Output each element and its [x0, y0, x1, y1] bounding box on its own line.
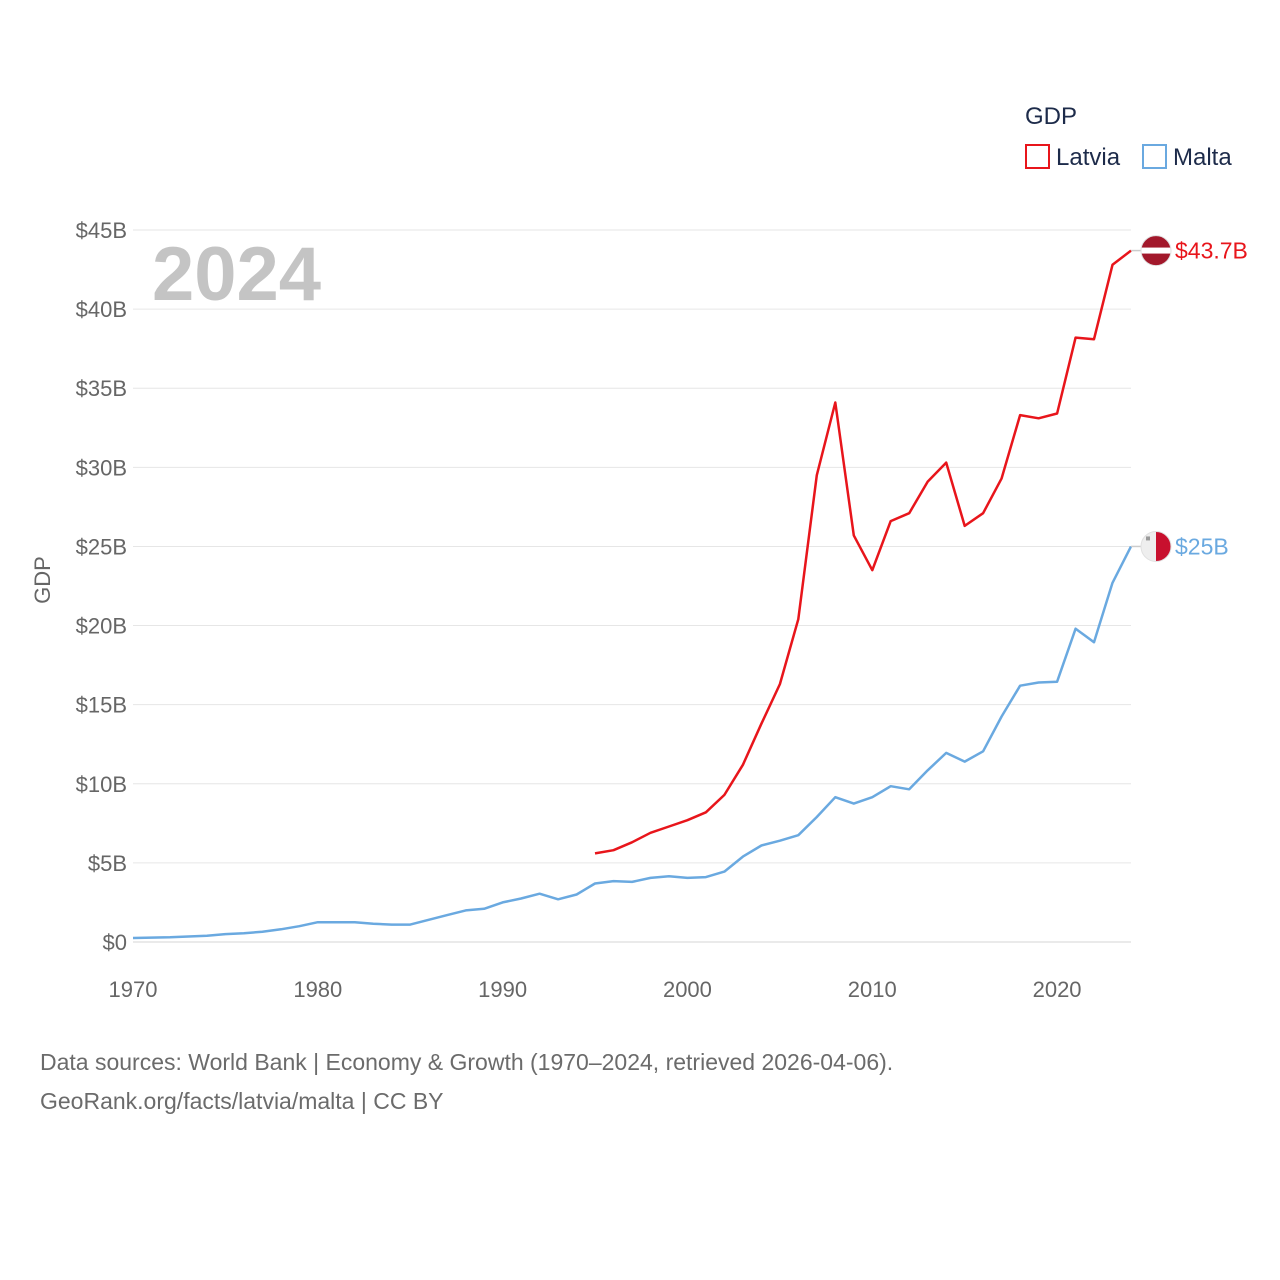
x-tick-label: 2000 — [663, 977, 712, 1002]
y-tick-label: $15B — [76, 693, 127, 718]
footer: Data sources: World Bank | Economy & Gro… — [40, 1043, 893, 1121]
grid-lines — [133, 229, 1131, 943]
attribution-link[interactable]: GeoRank.org/facts/latvia/malta | CC BY — [40, 1088, 444, 1114]
x-axis-ticks: 1970 1980 1990 2000 2010 2020 — [109, 977, 1082, 1002]
y-tick-label: $20B — [76, 614, 127, 639]
x-tick-label: 1970 — [109, 977, 158, 1002]
x-tick-label: 1980 — [293, 977, 342, 1002]
legend-title: GDP — [1025, 103, 1077, 130]
y-axis-ticks: $0 $5B $10B $15B $20B $25B $30B $35B $40B $45B — [76, 218, 127, 955]
legend: GDP Latvia Malta — [1025, 103, 1232, 171]
y-tick-label: $40B — [76, 297, 127, 322]
legend-item-latvia[interactable]: Latvia — [1025, 144, 1121, 171]
y-tick-label: $10B — [76, 772, 127, 797]
y-tick-label: $5B — [88, 851, 127, 876]
y-tick-label: $45B — [76, 218, 127, 243]
latvia-flag-icon — [1140, 235, 1172, 267]
x-tick-label: 2010 — [848, 977, 897, 1002]
x-tick-label: 1990 — [478, 977, 527, 1002]
x-tick-label: 2020 — [1033, 977, 1082, 1002]
legend-swatch — [1142, 144, 1167, 169]
y-axis-label: GDP — [30, 556, 55, 604]
legend-item-malta[interactable]: Malta — [1142, 144, 1232, 171]
end-value-label-latvia: $43.7B — [1175, 238, 1248, 264]
y-tick-label: $35B — [76, 376, 127, 401]
series-lines: $43.7B $25B — [132, 235, 1248, 940]
y-tick-label: $30B — [76, 455, 127, 480]
y-tick-label: $25B — [76, 534, 127, 559]
end-value-label-malta: $25B — [1175, 533, 1229, 559]
big-year-label: 2024 — [152, 232, 321, 317]
legend-label: Latvia — [1056, 144, 1121, 171]
malta-flag-icon — [1140, 530, 1172, 562]
y-tick-label: $0 — [103, 930, 127, 955]
series-line-latvia — [594, 249, 1132, 855]
legend-label: Malta — [1173, 144, 1232, 171]
data-source-text: Data sources: World Bank | Economy & Gro… — [40, 1049, 894, 1075]
series-line-malta — [132, 545, 1133, 940]
legend-swatch — [1025, 144, 1050, 169]
